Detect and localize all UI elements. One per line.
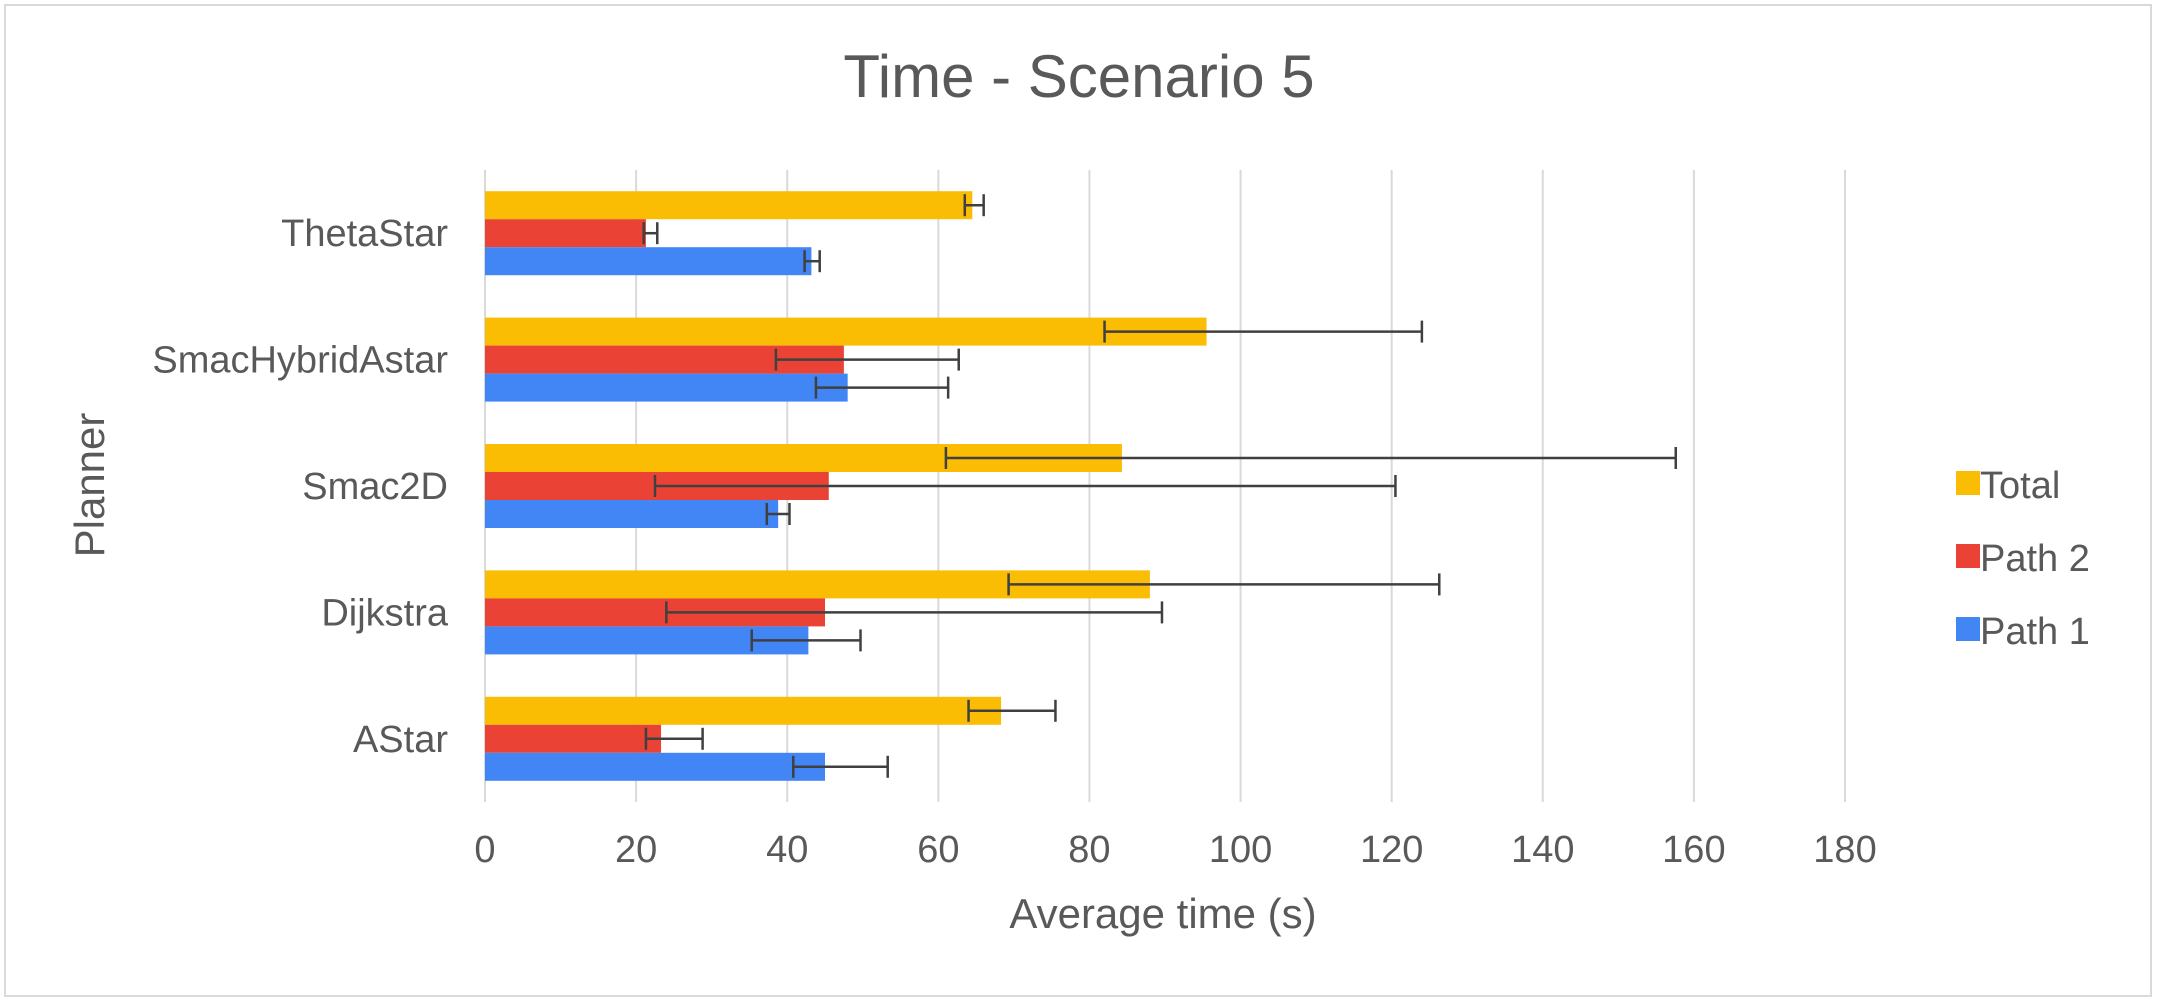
x-axis-title: Average time (s) — [1009, 890, 1316, 937]
y-tick-labels: ThetaStar SmacHybridAstar Smac2D Dijkstra AS… — [152, 213, 448, 761]
chart-frame — [4, 4, 2152, 997]
x-tick-label: 100 — [1209, 829, 1272, 871]
bar-total — [485, 317, 1207, 346]
y-tick-label: SmacHybridAstar — [152, 340, 448, 382]
legend-swatch-total — [1956, 471, 1980, 495]
legend-label-path-1: Path 1 — [1980, 611, 2090, 653]
error-bar-path-2 — [642, 222, 659, 245]
x-tick-label: 140 — [1511, 829, 1574, 871]
y-axis-title: Planner — [66, 413, 113, 558]
x-tick-label: 40 — [766, 829, 808, 871]
y-tick-label: ThetaStar — [281, 213, 448, 255]
legend-swatch-path-1 — [1956, 617, 1980, 641]
legend-label-path-2: Path 2 — [1980, 538, 2090, 580]
error-bar-total — [1103, 320, 1424, 343]
error-bar-path-2 — [653, 475, 1397, 497]
x-tick-label: 0 — [474, 829, 495, 871]
legend-swatch-path-2 — [1956, 544, 1980, 568]
x-tick-labels: 0 20 40 60 80 100 120 140 160 180 — [474, 829, 1876, 871]
gridlines — [484, 170, 1846, 802]
x-tick-label: 60 — [917, 829, 959, 871]
error-bar-path-1 — [750, 629, 862, 652]
error-bar-total — [944, 447, 1678, 469]
x-tick-label: 20 — [615, 829, 657, 871]
error-bar-path-1 — [765, 503, 791, 525]
bar-path-1 — [485, 500, 779, 528]
error-bar-total — [1007, 573, 1441, 596]
y-tick-label: AStar — [353, 719, 448, 761]
bar-path-1 — [485, 247, 812, 276]
bar-path-1 — [485, 752, 825, 781]
bar-path-2 — [485, 219, 646, 248]
legend: Total Path 2 Path 1 — [1956, 465, 2090, 653]
x-tick-label: 160 — [1662, 829, 1725, 871]
error-bars — [642, 194, 1678, 778]
error-bar-path-1 — [814, 376, 950, 399]
y-tick-label: Smac2D — [302, 466, 448, 508]
x-tick-label: 120 — [1360, 829, 1423, 871]
error-bar-path-2 — [774, 348, 960, 371]
error-bar-path-2 — [665, 601, 1164, 624]
bar-path-1 — [485, 373, 848, 402]
bar-total — [485, 191, 973, 220]
error-bar-total — [967, 699, 1057, 722]
bar-path-2 — [485, 724, 662, 753]
error-bar-path-1 — [803, 250, 821, 273]
chart-title: Time - Scenario 5 — [843, 43, 1314, 110]
bar-total — [485, 696, 1002, 725]
x-tick-label: 180 — [1813, 829, 1876, 871]
error-bar-path-1 — [792, 755, 889, 778]
x-tick-label: 80 — [1068, 829, 1110, 871]
error-bar-path-2 — [644, 727, 704, 750]
error-bar-total — [963, 194, 985, 217]
legend-label-total: Total — [1980, 465, 2060, 507]
y-tick-label: Dijkstra — [321, 592, 449, 634]
